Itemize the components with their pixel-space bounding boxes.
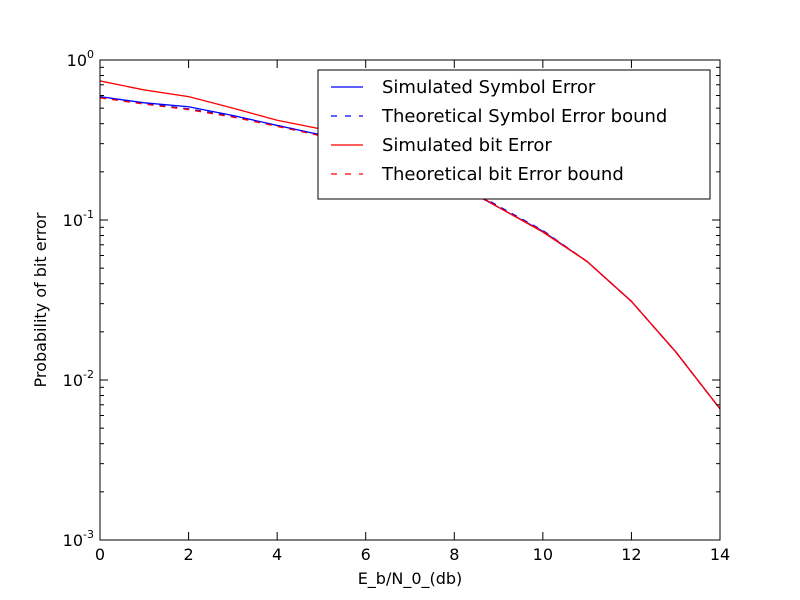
y-tick-label: 10-2 <box>63 368 94 390</box>
x-tick-label: 4 <box>272 545 282 564</box>
y-tick-label: 100 <box>67 48 94 70</box>
x-tick-label: 12 <box>621 545 641 564</box>
x-tick-label: 14 <box>710 545 730 564</box>
y-axis-label: Probability of bit error <box>31 212 50 387</box>
legend-label: Theoretical bit Error bound <box>381 164 624 185</box>
x-tick-label: 8 <box>449 545 459 564</box>
y-axis-ticks: 100 10-1 10-2 10-3 <box>63 48 720 550</box>
legend-label: Simulated Symbol Error <box>382 77 596 98</box>
legend-label: Theoretical Symbol Error bound <box>381 106 667 127</box>
legend: Simulated Symbol Error Theoretical Symbol… <box>317 69 711 200</box>
legend-label: Simulated bit Error <box>382 135 552 156</box>
x-tick-label: 10 <box>533 545 553 564</box>
x-tick-label: 6 <box>361 545 371 564</box>
y-tick-label: 10-3 <box>63 528 94 550</box>
x-axis-label: E_b/N_0_(db) <box>358 569 463 589</box>
x-axis-ticks: 0 2 4 6 8 10 12 14 <box>95 60 730 564</box>
legend-box <box>317 69 711 200</box>
x-tick-label: 0 <box>95 545 105 564</box>
x-tick-label: 2 <box>183 545 193 564</box>
plot-frame <box>99 59 721 541</box>
y-tick-label: 10-1 <box>63 208 94 230</box>
